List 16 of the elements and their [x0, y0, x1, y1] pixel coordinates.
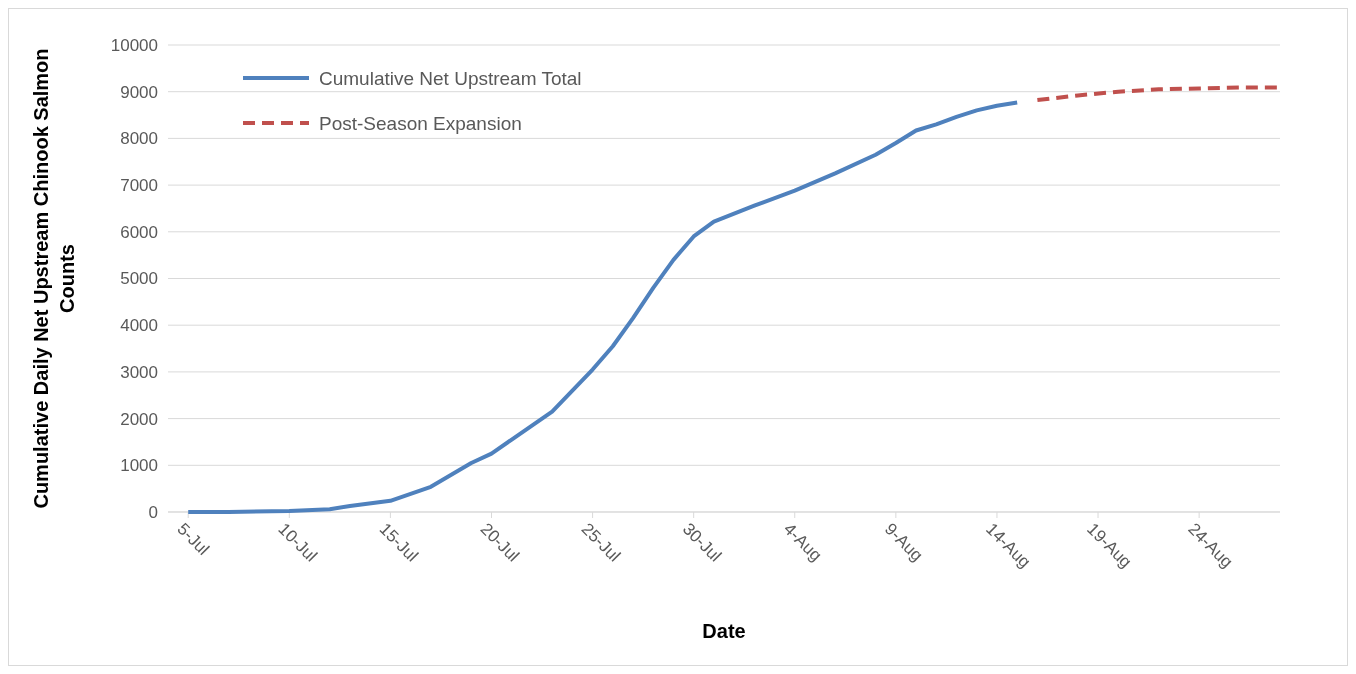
y-tick-label: 5000	[120, 269, 158, 289]
y-tick-label: 8000	[120, 129, 158, 149]
legend-label: Post-Season Expansion	[319, 112, 522, 134]
y-axis-title: Cumulative Daily Net Upstream Chinook Salmon Counts	[30, 48, 78, 509]
y-tick-label: 2000	[120, 409, 158, 429]
x-axis-title: Date	[702, 620, 746, 642]
y-tick-label: 9000	[120, 82, 158, 102]
y-tick-label: 7000	[120, 176, 158, 196]
y-tick-label: 10000	[110, 35, 158, 55]
y-tick-label: 3000	[120, 362, 158, 382]
line-series	[186, 100, 1020, 514]
y-tick-label: 1000	[120, 456, 158, 476]
y-tick-label: 0	[148, 502, 158, 522]
y-tick-label: 4000	[120, 316, 158, 336]
y-tick-label: 6000	[120, 222, 158, 242]
legend-label: Cumulative Net Upstream Total	[319, 67, 582, 89]
